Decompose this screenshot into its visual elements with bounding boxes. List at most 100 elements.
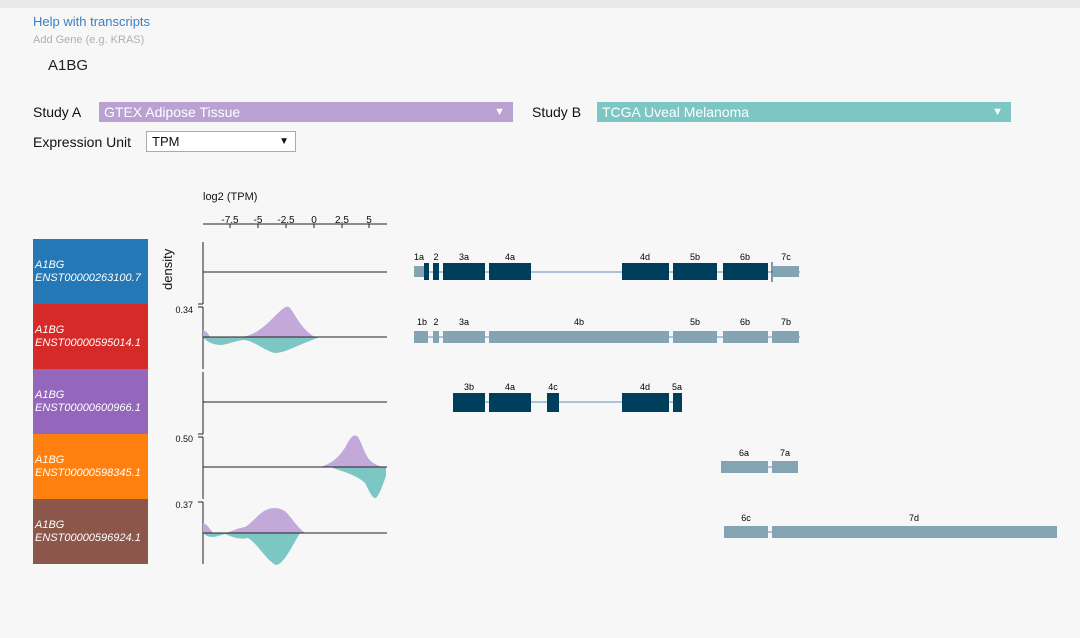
add-gene-input[interactable] [33,34,233,46]
density-curve-study-a [240,306,315,337]
exon-5b[interactable] [673,263,717,280]
exon-7d[interactable] [772,526,1057,538]
exon-6b[interactable] [723,263,768,280]
exon-4d[interactable] [622,263,669,280]
density-curve-study-b [330,467,386,499]
exon-label: 5a [672,382,682,392]
help-transcripts-link[interactable]: Help with transcripts [33,14,151,29]
density-curve-study-a [320,435,385,467]
transcript-id: ENST00000598345.1 [35,467,141,479]
exon-label: 4d [640,252,650,262]
max-density-label: 0.50 [175,434,193,444]
exon-4b[interactable] [489,331,669,343]
exon-6a[interactable] [721,461,768,473]
density-panel-3 [198,372,387,435]
density-curve-study-b [203,533,300,565]
exon-structure-1: 1a 2 3a 4a 4d 5b 6b 7c [414,252,800,282]
expression-unit-value: TPM [152,134,180,149]
x-tick-label: 0 [311,215,317,226]
exon-7c[interactable] [773,266,799,277]
study-a-value: GTEX Adipose Tissue [104,104,241,120]
exon-label: 6b [740,252,750,262]
axis-title: log2 (TPM) [203,191,257,203]
exon-4a[interactable] [489,263,531,280]
exon-structure-3: 3b 4a 4c 4d 5a [453,382,682,412]
study-b-select[interactable]: TCGA Uveal Melanoma ▼ [597,102,1011,122]
x-tick-label: 5 [366,215,372,226]
exon-structure-5: 6c 7d [724,513,1057,538]
transcript-gene: A1BG [35,259,65,271]
exon-label: 2 [433,317,438,327]
study-a-label: Study A [33,104,82,120]
exon-4d[interactable] [622,393,669,412]
exon-4c[interactable] [547,393,559,412]
transcript-gene: A1BG [35,389,65,401]
density-panel-5: 0.37 [175,500,387,565]
exon-label: 3a [459,317,469,327]
exon-3b[interactable] [453,393,485,412]
x-axis-ticks: -7.5 -5 -2.5 0 2.5 5 [221,215,372,228]
exon-label: 6b [740,317,750,327]
exon-2[interactable] [433,263,439,280]
triangle-down-icon: ▼ [494,106,505,118]
x-tick-label: 2.5 [335,215,349,226]
expression-unit-select[interactable]: TPM ▼ [146,131,296,152]
exon-1a[interactable] [414,266,424,277]
transcript-gene: A1BG [35,519,65,531]
exon-label: 7a [780,448,790,458]
study-a-select[interactable]: GTEX Adipose Tissue ▼ [99,102,513,122]
transcript-label-5[interactable]: A1BG ENST00000596924.1 [33,499,148,564]
density-curve-study-a [225,507,305,533]
exon-5a[interactable] [673,393,682,412]
exon-1a[interactable] [424,263,429,280]
exon-label: 4a [505,252,515,262]
exon-7b[interactable] [772,331,799,343]
transcript-label-1[interactable]: A1BG ENST00000263100.7 [33,239,148,304]
density-panel-1 [198,242,387,305]
max-density-label: 0.34 [175,305,193,315]
transcript-label-4[interactable]: A1BG ENST00000598345.1 [33,434,148,499]
exon-5b[interactable] [673,331,717,343]
exon-label: 2 [433,252,438,262]
study-b-value: TCGA Uveal Melanoma [602,104,750,120]
exon-7a[interactable] [772,461,798,473]
transcript-id: ENST00000600966.1 [35,402,141,414]
density-label: density [160,248,175,290]
transcript-gene: A1BG [35,454,65,466]
transcript-id: ENST00000596924.1 [35,532,141,544]
exon-6c[interactable] [724,526,768,538]
density-curve-study-a [203,523,213,533]
exon-3a[interactable] [443,331,485,343]
transcript-label-2[interactable]: A1BG ENST00000595014.1 [33,304,148,369]
exon-label: 5b [690,252,700,262]
exon-label: 6a [739,448,749,458]
exon-2[interactable] [433,331,439,343]
transcript-id: ENST00000595014.1 [35,337,141,349]
triangle-down-icon: ▼ [992,106,1003,118]
exon-label: 3a [459,252,469,262]
exon-label: 3b [464,382,474,392]
exon-6b[interactable] [723,331,768,343]
transcript-label-3[interactable]: A1BG ENST00000600966.1 [33,369,148,434]
exon-label: 7d [909,513,919,523]
exon-label: 4b [574,317,584,327]
exon-structure-4: 6a 7a [721,448,798,473]
exon-4a[interactable] [489,393,531,412]
exon-structure-2: 1b 2 3a 4b 5b 6b 7b [414,317,800,343]
exon-3a[interactable] [443,263,485,280]
density-panel-4: 0.50 [175,434,387,499]
exon-1b[interactable] [414,331,428,343]
gene-tag[interactable]: A1BG [48,57,89,74]
density-curve-study-a [203,330,210,337]
triangle-down-icon: ▼ [279,136,289,147]
exon-label: 1a [414,252,424,262]
density-panel-2: 0.34 [175,305,387,369]
transcript-gene: A1BG [35,324,65,336]
exon-label: 7c [781,252,791,262]
exon-label: 4d [640,382,650,392]
exon-label: 7b [781,317,791,327]
x-tick-label: -7.5 [221,215,239,226]
transcript-id: ENST00000263100.7 [35,272,141,284]
exon-label: 5b [690,317,700,327]
density-curve-study-b [203,337,320,353]
